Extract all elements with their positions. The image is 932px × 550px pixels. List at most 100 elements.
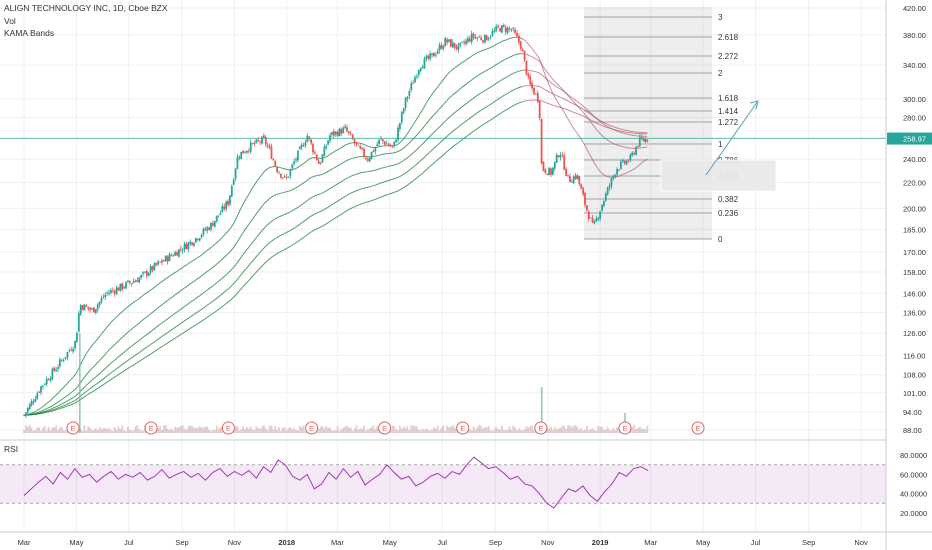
volume-bar [297,430,299,433]
volume-bar [640,428,643,433]
earnings-marker[interactable] [378,421,392,435]
volume-bar [404,428,407,433]
candle-body [181,250,184,252]
candle-body [153,263,156,270]
candle-body [259,141,262,143]
volume-bar [278,427,280,433]
candle-body [221,206,224,213]
earnings-marker[interactable] [618,421,632,435]
candle-body [261,136,263,144]
candle-body [625,160,628,165]
candle-body [361,147,364,150]
candle-body [370,151,373,159]
candle-body [174,252,177,256]
candle-body [191,242,194,246]
volume-bar [332,430,335,433]
candle-body [436,51,439,54]
price-scale-tick: 200.00 [903,204,926,213]
volume-bar [168,429,171,433]
projection-arrow[interactable] [705,100,759,176]
annotations[interactable] [0,100,886,192]
rsi-pane[interactable] [0,456,886,509]
earnings-marker[interactable] [221,421,235,435]
candle-body [349,133,352,135]
candle-body [570,182,573,183]
candle-body [164,255,167,262]
candle-body [302,145,305,147]
volume-bar [578,429,581,433]
candle-body [178,249,180,257]
candle-body [410,83,413,90]
candle-body [387,143,390,146]
candle-body [568,176,571,182]
volume-bar [425,428,428,433]
candle-body [281,177,284,179]
earnings-marker[interactable] [534,421,548,435]
time-scale[interactable]: Mar May Jul Sep Nov 2018 Mar May Jul Sep Nov 2019 Ma… [0,531,932,547]
volume-bar [502,430,505,433]
candle-body [397,127,399,140]
candle-body [393,141,396,147]
time-scale-tick: May [383,538,397,547]
candle-body [582,188,585,195]
price-scale-tick: 220.00 [903,179,926,188]
volume-bar [53,427,56,433]
candle-body [459,42,462,45]
volume-bar [567,425,569,433]
candle-body [399,123,401,129]
volume-bar [270,425,273,433]
volume-bar [212,430,214,433]
volume-bar [431,429,433,433]
candle-body [136,280,139,282]
candle-body [483,34,486,43]
earnings-marker[interactable] [144,421,158,435]
candle-body [77,313,80,332]
candle-body [584,193,586,205]
earnings-marker[interactable] [66,421,80,435]
candle-body [540,119,543,163]
volume-bar [610,430,613,433]
volume-bar [268,425,271,433]
candle-body [53,367,56,371]
volume-bar [210,430,212,433]
price-scale-tick: 300.00 [903,95,926,104]
earnings-marker[interactable] [456,421,470,435]
volume-bar [102,428,105,433]
candle-body [123,287,126,289]
candle-body [363,148,365,157]
volume-bar [353,428,356,433]
candle-body [331,132,333,135]
volume-bar [599,426,602,433]
grid [0,0,886,532]
volume-bar [179,425,182,433]
candle-body [138,277,141,283]
candle-body [312,143,314,153]
kama-bands [23,36,648,416]
candle-body [491,31,494,36]
target-box[interactable] [660,159,777,192]
candle-body [242,150,245,154]
candle-body [187,242,190,250]
candle-body [593,221,596,224]
volume-bar [395,429,398,433]
price-scale[interactable]: 420.00380.00340.00300.00280.00260.00240.… [885,0,932,550]
time-scale-tick: 2019 [592,538,609,547]
candle-body [385,143,388,145]
rsi-pane-label[interactable]: RSI [4,444,19,454]
price-scale-tick: 116.00 [903,351,925,360]
study-label-vol[interactable]: Vol [4,16,16,26]
volume-bar [449,426,452,433]
volume-bar [487,425,490,433]
volume-bar [391,425,394,433]
study-label-kama[interactable]: KAMA Bands [4,28,55,38]
volume-bar [298,426,301,433]
earnings-marker[interactable] [691,421,705,435]
volume-bar [408,430,411,433]
time-scale-tick: Mar [644,538,657,547]
volume-bar [111,430,114,433]
candle-body [125,282,127,289]
earnings-marker[interactable] [305,421,319,435]
price-scale-tick: 101.00 [903,389,926,398]
